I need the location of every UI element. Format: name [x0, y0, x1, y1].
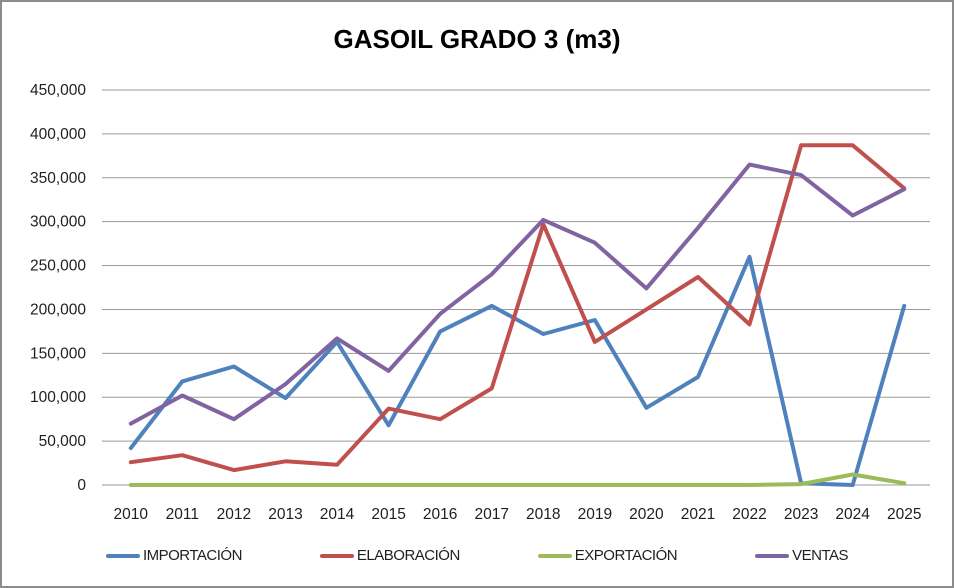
- legend-swatch-icon: [319, 553, 354, 558]
- series-line-ventas: [128, 162, 907, 426]
- legend-label: EXPORTACIÓN: [574, 547, 678, 564]
- legend-swatch-icon: [537, 553, 572, 558]
- y-axis-tick-label: 200,000: [30, 301, 86, 318]
- y-axis-tick-label: 300,000: [30, 214, 86, 231]
- x-axis-tick-label: 2013: [268, 506, 302, 523]
- x-axis-tick-label: 2018: [526, 506, 560, 523]
- x-axis-tick-label: 2019: [578, 506, 612, 523]
- y-axis-tick-label: 250,000: [30, 258, 86, 275]
- x-axis-tick-label: 2014: [320, 506, 355, 523]
- x-axis-tick-label: 2015: [371, 506, 405, 523]
- x-axis-tick-label: 2011: [166, 506, 199, 523]
- x-axis-tick-label: 2023: [784, 506, 818, 523]
- legend-item-exportaci-n: EXPORTACIÓN: [537, 547, 678, 564]
- x-axis-tick-label: 2016: [423, 506, 457, 523]
- y-axis-tick-label: 150,000: [30, 345, 86, 362]
- series-line-exportaci-n: [128, 472, 907, 487]
- series-line-importaci-n: [128, 254, 907, 487]
- legend-item-importaci-n: IMPORTACIÓN: [105, 547, 242, 564]
- legend-item-ventas: VENTAS: [755, 547, 849, 564]
- chart-title: GASOIL GRADO 3 (m3): [333, 24, 621, 54]
- x-axis-tick-label: 2020: [629, 506, 664, 523]
- x-axis-tick-label: 2017: [474, 506, 508, 523]
- legend: IMPORTACIÓN ELABORACIÓN EXPORTACIÓN VENTAS: [2, 547, 952, 564]
- legend-label: VENTAS: [792, 547, 849, 564]
- x-axis-tick-label: 2025: [887, 506, 921, 523]
- y-axis-tick-label: 50,000: [39, 433, 87, 450]
- x-axis-tick-label: 2024: [835, 506, 870, 523]
- x-axis-tick-label: 2021: [681, 506, 715, 523]
- y-axis-tick-label: 0: [77, 477, 86, 494]
- legend-label: IMPORTACIÓN: [142, 547, 242, 564]
- legend-label: ELABORACIÓN: [356, 547, 460, 564]
- y-axis-tick-label: 350,000: [30, 170, 86, 187]
- x-axis-tick-label: 2010: [114, 506, 149, 523]
- series-line-elaboraci-n: [128, 143, 907, 473]
- y-axis-tick-label: 450,000: [30, 82, 86, 99]
- y-axis-tick-label: 400,000: [30, 126, 86, 143]
- legend-swatch-icon: [105, 553, 140, 558]
- legend-swatch-icon: [755, 553, 790, 558]
- legend-item-elaboraci-n: ELABORACIÓN: [319, 547, 460, 564]
- y-axis-tick-label: 100,000: [30, 389, 86, 406]
- x-axis-tick-label: 2012: [217, 506, 251, 523]
- x-axis-tick-label: 2022: [732, 506, 766, 523]
